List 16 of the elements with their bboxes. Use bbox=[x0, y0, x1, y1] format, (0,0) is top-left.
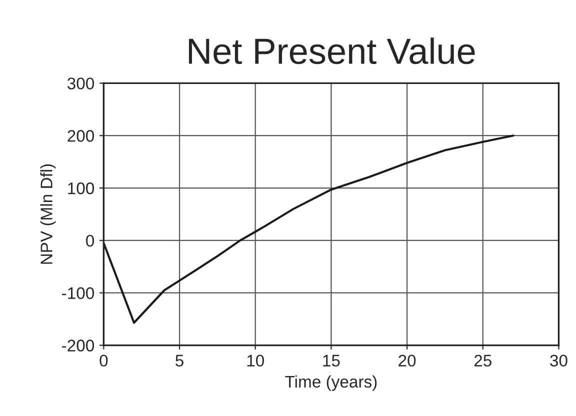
y-tick-label: 100 bbox=[68, 182, 94, 194]
y-tick-label: 0 bbox=[86, 234, 94, 247]
x-tick-label: 20 bbox=[398, 354, 416, 367]
y-tick-label: 300 bbox=[67, 78, 94, 90]
x-axis-title: Time (years) bbox=[285, 375, 377, 391]
x-tick-label: 30 bbox=[550, 354, 568, 367]
chart-title: Net Present Value bbox=[188, 38, 475, 64]
y-tick-label: 200 bbox=[68, 130, 94, 142]
y-tick-label: -200 bbox=[62, 340, 94, 352]
x-tick-label: 0 bbox=[100, 354, 108, 367]
y-tick-label: -100 bbox=[62, 287, 94, 300]
x-tick-label: 25 bbox=[474, 354, 492, 367]
y-axis-title: NPV (Mln Dfl) bbox=[40, 164, 56, 264]
x-tick-label: 15 bbox=[323, 354, 340, 367]
x-tick-label: 5 bbox=[176, 354, 184, 367]
x-tick-label: 10 bbox=[247, 354, 264, 367]
